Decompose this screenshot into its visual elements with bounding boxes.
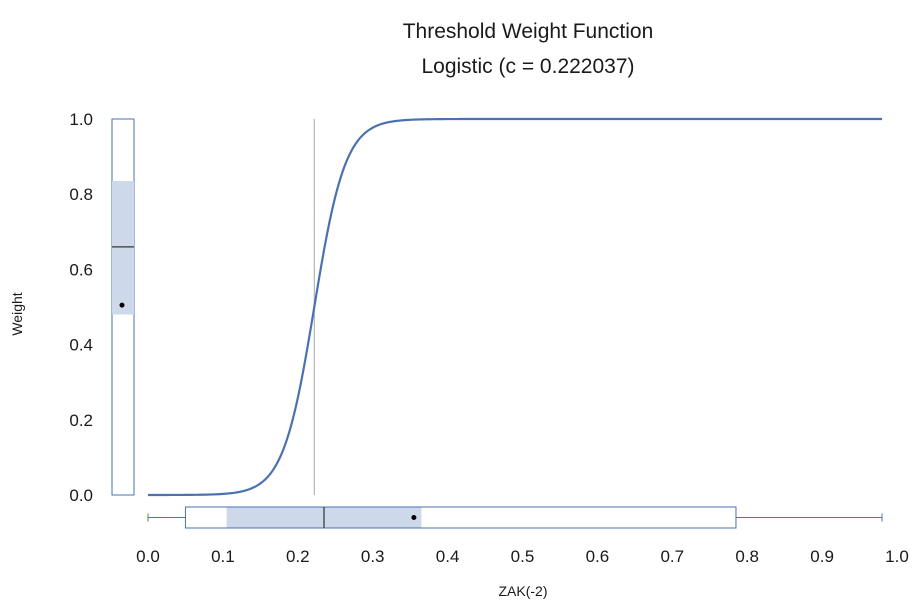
x-tick-label: 0.2 bbox=[286, 547, 310, 566]
x-tick-label: 0.1 bbox=[211, 547, 235, 566]
y-tick-labels: 0.0 0.2 0.4 0.6 0.8 1.0 bbox=[69, 110, 93, 505]
x-axis-label: ZAK(-2) bbox=[499, 583, 548, 599]
y-tick-label: 0.8 bbox=[69, 185, 93, 204]
series-line-logistic bbox=[148, 119, 882, 495]
x-tick-label: 1.0 bbox=[885, 547, 909, 566]
y-tick-label: 0.0 bbox=[69, 486, 93, 505]
y-tick-label: 0.6 bbox=[69, 260, 93, 279]
x-tick-label: 0.9 bbox=[810, 547, 834, 566]
x-tick-label: 0.4 bbox=[436, 547, 460, 566]
y-axis-label: Weight bbox=[9, 292, 25, 335]
x-box-mean bbox=[411, 515, 416, 520]
chart-title: Threshold Weight Function bbox=[403, 20, 654, 43]
x-tick-label: 0.8 bbox=[735, 547, 759, 566]
x-boxplot bbox=[148, 507, 882, 528]
x-tick-label: 0.6 bbox=[586, 547, 610, 566]
y-box-iqr bbox=[112, 181, 134, 314]
x-tick-label: 0.3 bbox=[361, 547, 385, 566]
x-tick-labels: 0.0 0.1 0.2 0.3 0.4 0.5 0.6 0.7 0.8 0.9 1.0 bbox=[136, 547, 909, 566]
chart-subtitle: Logistic (c = 0.222037) bbox=[421, 55, 634, 78]
y-boxplot bbox=[112, 119, 134, 495]
y-tick-label: 0.2 bbox=[69, 411, 93, 430]
x-tick-label: 0.0 bbox=[136, 547, 160, 566]
x-tick-label: 0.7 bbox=[660, 547, 684, 566]
x-tick-label: 0.5 bbox=[511, 547, 535, 566]
y-tick-label: 1.0 bbox=[69, 110, 93, 129]
y-box-mean bbox=[120, 303, 125, 308]
y-tick-label: 0.4 bbox=[69, 336, 93, 355]
